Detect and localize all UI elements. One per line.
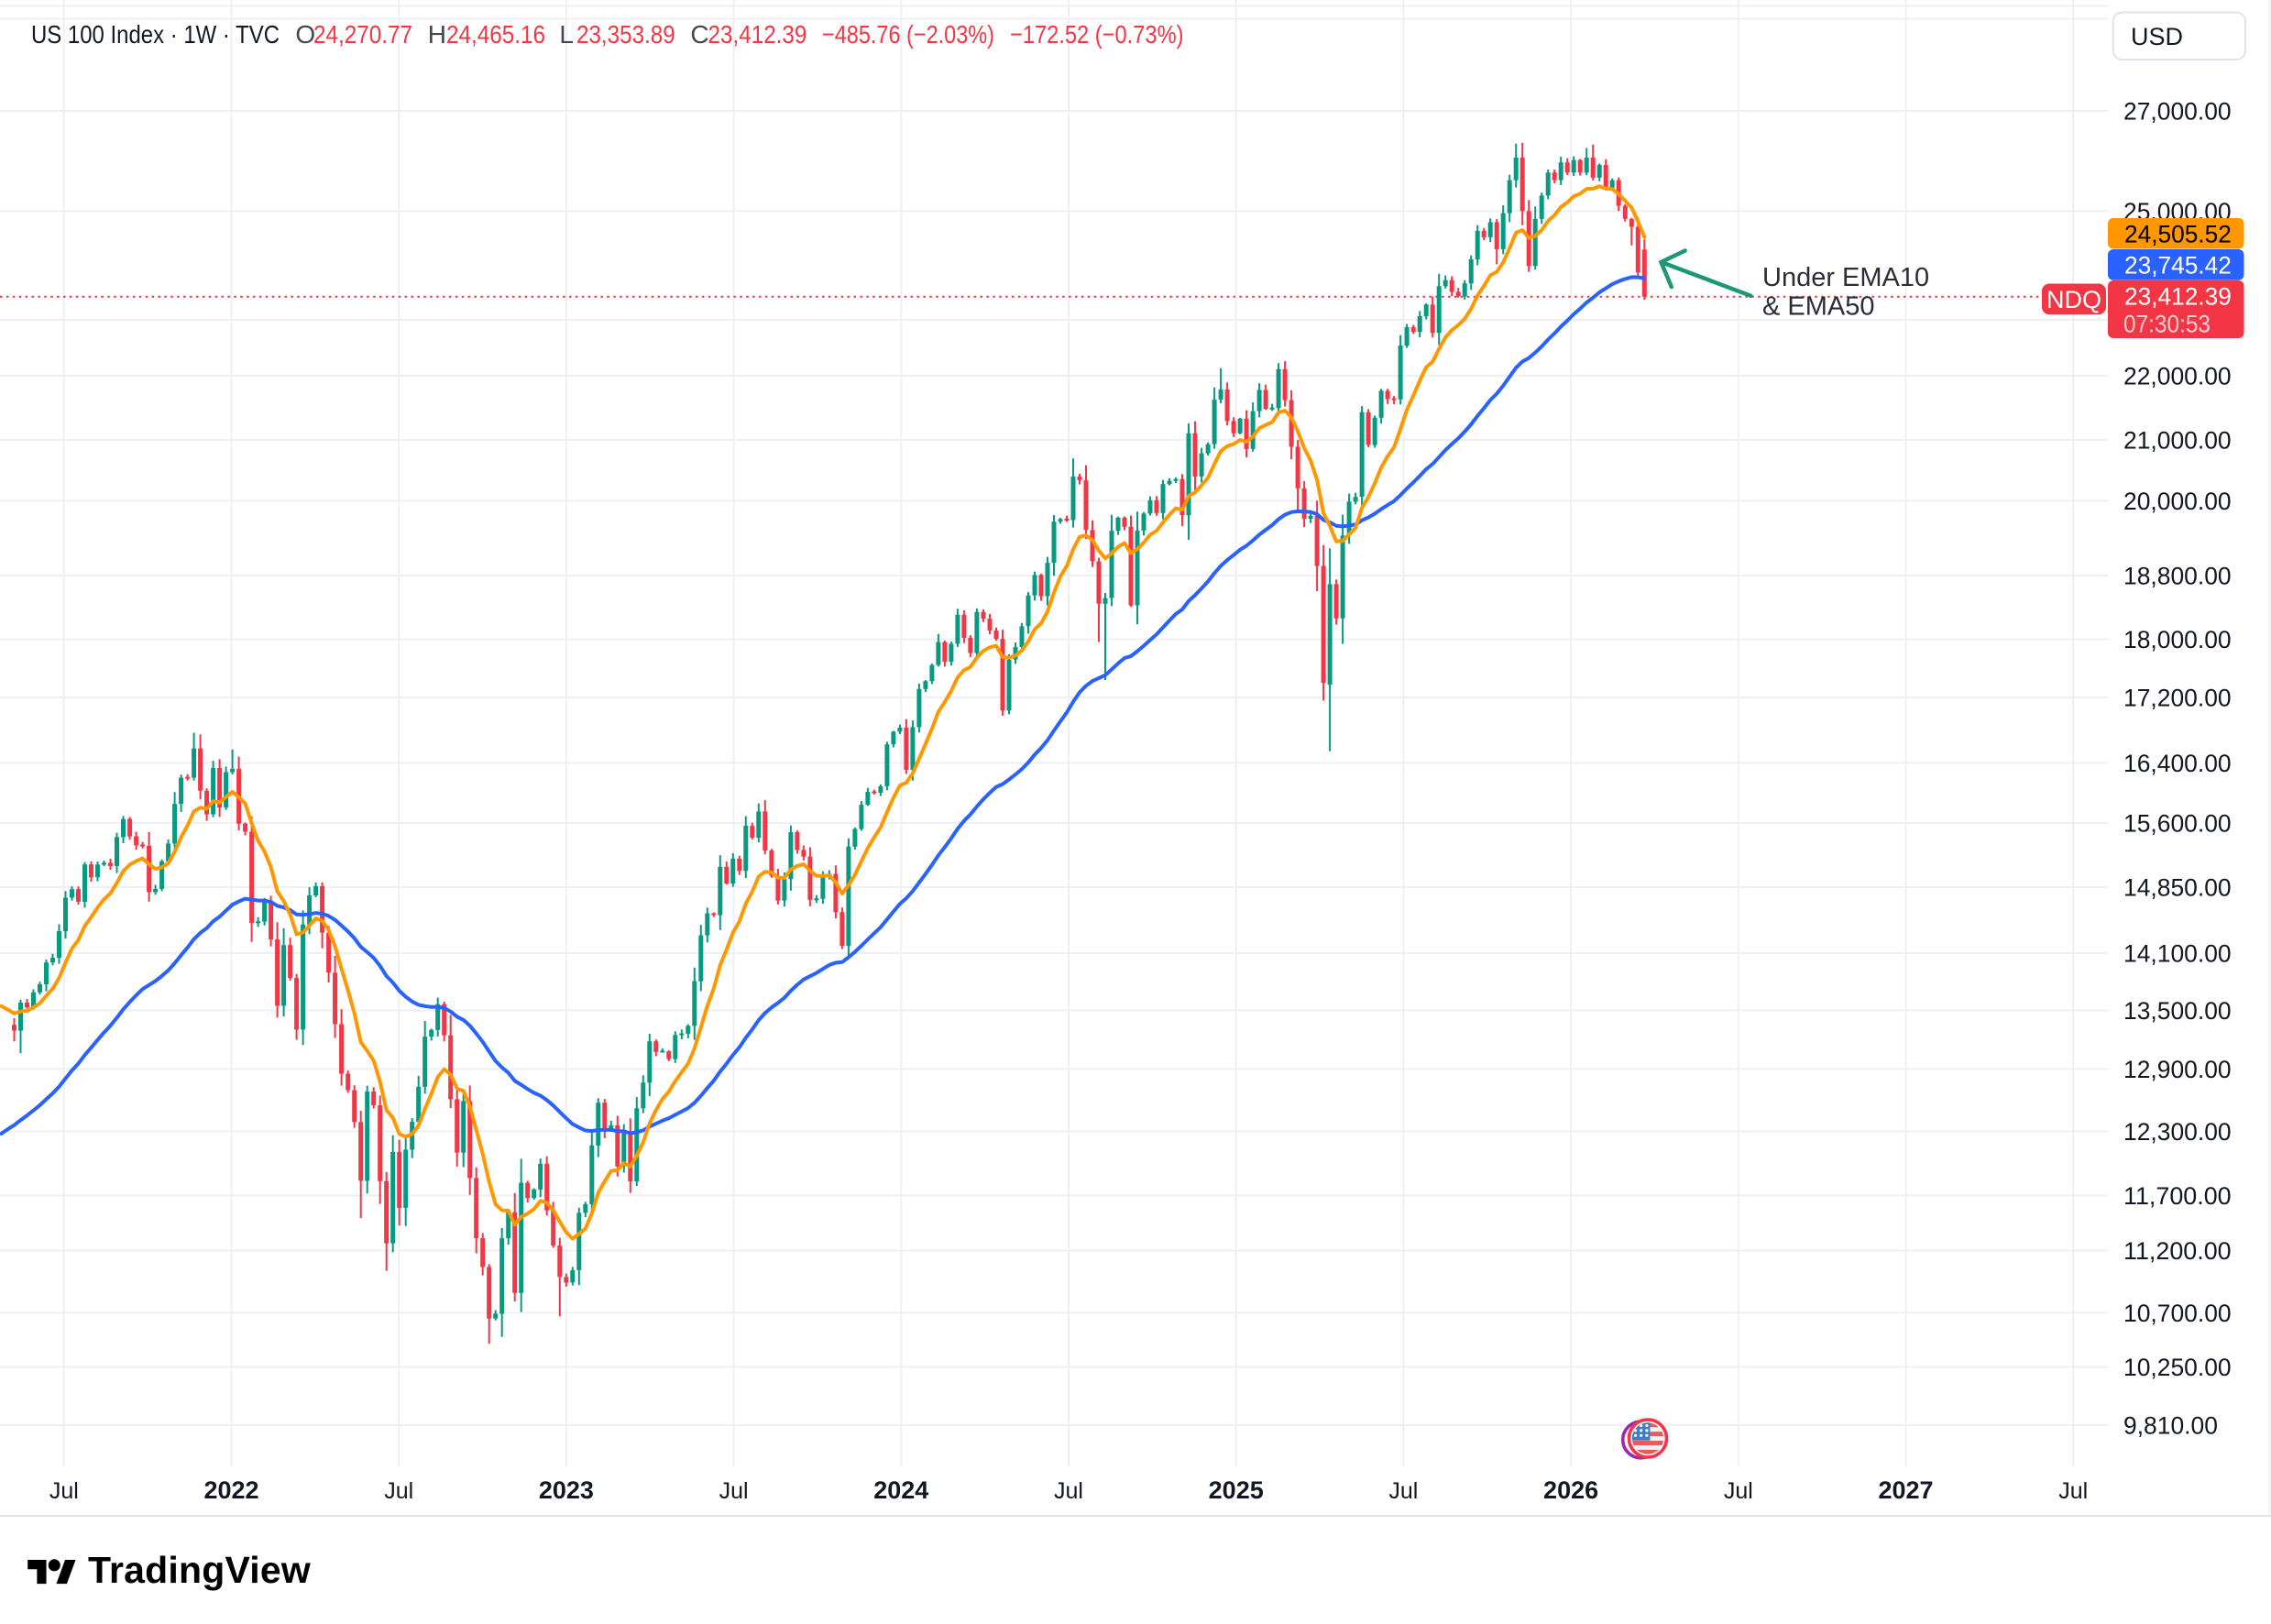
svg-text:07:30:53: 07:30:53 bbox=[2123, 311, 2211, 338]
svg-text:15,600.00: 15,600.00 bbox=[2123, 810, 2232, 838]
svg-text:−485.76 (−2.03%): −485.76 (−2.03%) bbox=[822, 20, 994, 49]
svg-text:18,800.00: 18,800.00 bbox=[2123, 563, 2232, 590]
svg-text:24,465.16: 24,465.16 bbox=[446, 20, 545, 49]
svg-text:Jul: Jul bbox=[719, 1478, 749, 1504]
svg-text:13,500.00: 13,500.00 bbox=[2123, 997, 2232, 1025]
svg-text:US 100 Index · 1W · TVC: US 100 Index · 1W · TVC bbox=[31, 20, 280, 49]
svg-text:NDQ: NDQ bbox=[2046, 286, 2101, 313]
svg-text:TradingView: TradingView bbox=[88, 1549, 311, 1591]
svg-text:Jul: Jul bbox=[1724, 1478, 1753, 1504]
svg-text:Jul: Jul bbox=[1388, 1478, 1418, 1504]
svg-text:10,250.00: 10,250.00 bbox=[2123, 1354, 2232, 1381]
svg-text:12,900.00: 12,900.00 bbox=[2123, 1056, 2232, 1083]
svg-text:10,700.00: 10,700.00 bbox=[2123, 1300, 2232, 1327]
svg-text:23,412.39: 23,412.39 bbox=[708, 20, 807, 49]
svg-text:14,850.00: 14,850.00 bbox=[2123, 874, 2232, 902]
svg-text:& EMA50: & EMA50 bbox=[1762, 292, 1875, 322]
svg-text:23,745.42: 23,745.42 bbox=[2124, 252, 2232, 280]
svg-text:−172.52 (−0.73%): −172.52 (−0.73%) bbox=[1010, 20, 1184, 49]
svg-text:23,412.39: 23,412.39 bbox=[2124, 283, 2232, 311]
svg-text:12,300.00: 12,300.00 bbox=[2123, 1118, 2232, 1146]
svg-text:2025: 2025 bbox=[1209, 1476, 1264, 1504]
svg-text:9,810.00: 9,810.00 bbox=[2123, 1412, 2218, 1440]
svg-text:H: H bbox=[428, 20, 446, 49]
svg-text:Jul: Jul bbox=[2058, 1478, 2088, 1504]
svg-text:2023: 2023 bbox=[539, 1476, 594, 1504]
svg-text:23,353.89: 23,353.89 bbox=[576, 20, 675, 49]
svg-text:2027: 2027 bbox=[1878, 1476, 1933, 1504]
svg-text:24,505.52: 24,505.52 bbox=[2124, 221, 2232, 248]
svg-text:USD: USD bbox=[2131, 23, 2183, 50]
svg-text:2026: 2026 bbox=[1543, 1476, 1598, 1504]
svg-text:20,000.00: 20,000.00 bbox=[2123, 488, 2232, 515]
svg-text:21,000.00: 21,000.00 bbox=[2123, 427, 2232, 455]
svg-text:Under EMA10: Under EMA10 bbox=[1762, 263, 1929, 292]
svg-text:L: L bbox=[559, 20, 574, 49]
svg-text:14,100.00: 14,100.00 bbox=[2123, 940, 2232, 968]
svg-text:24,270.77: 24,270.77 bbox=[313, 20, 412, 49]
svg-text:O: O bbox=[295, 20, 315, 49]
svg-text:11,700.00: 11,700.00 bbox=[2123, 1182, 2232, 1210]
svg-text:Jul: Jul bbox=[384, 1478, 413, 1504]
svg-text:17,200.00: 17,200.00 bbox=[2123, 685, 2232, 712]
svg-text:22,000.00: 22,000.00 bbox=[2123, 363, 2232, 390]
svg-text:C: C bbox=[690, 20, 708, 49]
svg-text:Jul: Jul bbox=[49, 1478, 79, 1504]
svg-text:Jul: Jul bbox=[1054, 1478, 1083, 1504]
svg-text:2024: 2024 bbox=[873, 1476, 928, 1504]
svg-text:2022: 2022 bbox=[203, 1476, 258, 1504]
svg-text:27,000.00: 27,000.00 bbox=[2123, 98, 2232, 126]
svg-text:11,200.00: 11,200.00 bbox=[2123, 1237, 2232, 1265]
svg-text:16,400.00: 16,400.00 bbox=[2123, 750, 2232, 777]
svg-text:18,000.00: 18,000.00 bbox=[2123, 626, 2232, 653]
